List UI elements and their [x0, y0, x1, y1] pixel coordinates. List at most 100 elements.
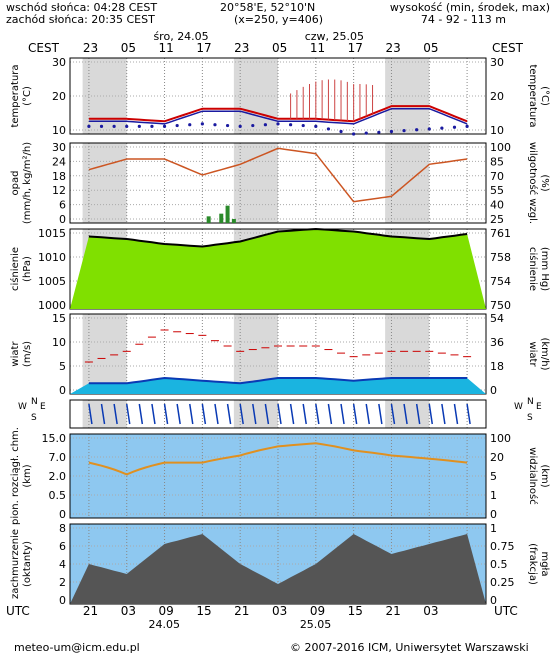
left-tick: 10: [52, 124, 66, 137]
altitude-label: wysokość (min, środek, max): [389, 1, 550, 14]
footer-email[interactable]: meteo-um@icm.edu.pl: [14, 641, 140, 654]
wind-direction-arrow: [327, 403, 333, 425]
left-tick: 18: [52, 170, 66, 183]
right-tick: 10: [490, 124, 504, 137]
right-axis-label: (°C): [539, 86, 550, 106]
precip-bar: [206, 216, 211, 223]
left-axis-label: (m/s): [22, 341, 33, 367]
right-tick: 54: [490, 312, 504, 325]
dew-point-dot: [125, 124, 129, 128]
dew-point-dot: [289, 123, 293, 127]
panel-frame: [69, 142, 487, 224]
bottom-hour-label: 03: [423, 604, 438, 618]
cloud-cover-area: [70, 534, 486, 604]
dew-point-dot: [87, 124, 91, 128]
visibility-line: [88, 442, 468, 476]
left-axis-label: (oktanty): [22, 541, 33, 587]
right-tick: 30: [490, 56, 504, 69]
wind-direction-arrow: [302, 403, 307, 425]
dew-point-dot: [301, 123, 305, 128]
left-axis-label: ciśnienie: [9, 247, 21, 291]
top-hour-label: 05: [272, 41, 287, 55]
dew-point-dot: [188, 123, 192, 127]
wind-direction-arrow: [428, 403, 434, 425]
right-tick: 758: [490, 251, 511, 264]
left-axis-label: (mm/h, kg/m²/h): [22, 142, 33, 224]
wind-direction-arrow: [378, 403, 383, 425]
wind-direction-arrow: [340, 403, 345, 425]
compass-letter: N: [527, 397, 534, 407]
right-tick: 754: [490, 275, 511, 288]
wind-direction-arrow: [113, 403, 118, 425]
wind-direction-arrow: [277, 403, 282, 425]
wind-direction-arrow: [201, 403, 207, 425]
compass-letter: N: [31, 397, 38, 407]
wind-direction-arrow: [289, 403, 295, 425]
wind-direction-arrow: [390, 403, 396, 425]
top-hour-label: 17: [196, 41, 211, 55]
dew-point-dot: [251, 123, 255, 128]
wind-direction-arrow: [365, 403, 370, 425]
left-tick: 1005: [38, 275, 66, 288]
bottom-day-label: 24.05: [149, 618, 181, 631]
compass-letter: W: [514, 402, 523, 412]
right-tick: 40: [490, 199, 504, 212]
temperature-min-line: [88, 107, 468, 125]
left-tick: 15: [52, 312, 66, 325]
left-axis-label: (km): [22, 464, 33, 487]
bottom-hour-label: 03: [272, 604, 287, 618]
left-tick: 0: [59, 594, 66, 607]
bottom-hour-label: 03: [121, 604, 136, 618]
tz-top: CEST: [28, 41, 60, 55]
dew-point-dot: [339, 129, 343, 134]
compass-letter: S: [527, 413, 533, 423]
bottom-day-label: 25.05: [300, 618, 332, 631]
wind-direction-arrow: [453, 403, 459, 425]
left-axis-label: zachmurzenie: [10, 529, 21, 599]
tz-bottom-right: UTC: [494, 604, 518, 618]
panel-5: [69, 433, 487, 519]
right-axis-label: (km): [539, 464, 550, 487]
wind-direction-arrow: [214, 403, 219, 425]
left-tick: 2.0: [49, 470, 67, 483]
bottom-hour-label: 21: [83, 604, 98, 618]
bottom-hour-label: 15: [196, 604, 211, 618]
right-tick: 85: [490, 155, 504, 168]
dew-point-dot: [440, 126, 444, 130]
right-tick: 0: [490, 594, 497, 607]
left-tick: 12: [52, 184, 66, 197]
footer-copyright: © 2007-2016 ICM, Uniwersytet Warszawski: [290, 641, 529, 654]
dew-point-dot: [314, 124, 318, 128]
left-tick: 0: [59, 508, 66, 521]
wind-direction-arrow: [226, 403, 232, 425]
dew-point-dot: [402, 129, 406, 133]
night-band: [82, 314, 127, 394]
dew-point-dot: [389, 129, 394, 134]
dew-point-dot: [200, 122, 204, 126]
wind-direction-arrow: [352, 403, 358, 425]
tz-bottom: UTC: [6, 604, 30, 618]
dew-point-dot: [213, 123, 217, 127]
right-tick: 1: [490, 522, 497, 535]
left-tick: 30: [52, 56, 66, 69]
bottom-hour-label: 21: [234, 604, 249, 618]
dew-point-dot: [137, 124, 141, 128]
bottom-hour-label: 09: [310, 604, 325, 618]
left-tick: 0.5: [49, 489, 67, 502]
night-band: [82, 143, 127, 223]
wind-area: [70, 378, 486, 394]
left-axis-label: (°C): [22, 86, 33, 106]
wind-direction-arrow: [315, 403, 320, 425]
left-tick: 6: [59, 199, 66, 212]
left-tick: 8: [59, 522, 66, 535]
dew-point-dot: [112, 124, 116, 128]
humidity-line: [88, 147, 468, 203]
dew-point-dot: [238, 124, 242, 128]
right-axis-label: ciśnienie: [527, 247, 539, 291]
right-tick: 70: [490, 170, 504, 183]
compass-letter: E: [536, 402, 542, 412]
dew-point-dot: [99, 124, 104, 128]
dew-point-dot: [465, 124, 469, 128]
panel-frame: [69, 399, 487, 429]
